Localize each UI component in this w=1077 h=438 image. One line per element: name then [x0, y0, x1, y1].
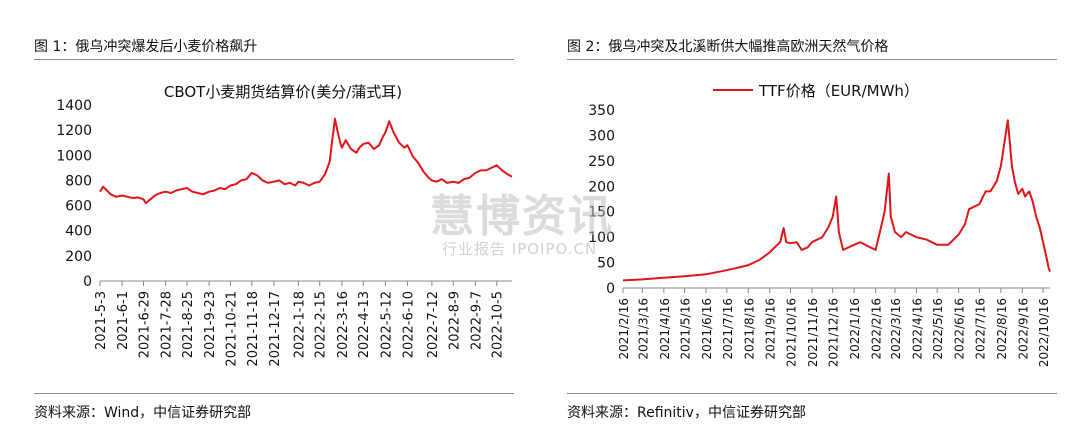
x-tick-label: 2022/3/16 — [889, 298, 903, 360]
y-tick-label: 1000 — [56, 148, 92, 164]
x-tick-label: 2022-7-12 — [426, 291, 441, 358]
x-tick-label: 2022/7/16 — [973, 298, 987, 360]
legend-label: TTF价格（EUR/MWh） — [758, 82, 919, 100]
x-tick-label: 2022/4/16 — [910, 298, 924, 360]
x-tick-label: 2022-4-13 — [357, 291, 372, 358]
x-tick-label: 2021-6-29 — [137, 291, 152, 358]
x-tick-label: 2022/10/16 — [1037, 298, 1051, 367]
source-rule — [567, 393, 1057, 394]
x-tick-label: 2021/3/16 — [636, 298, 650, 360]
y-tick-label: 300 — [588, 128, 615, 144]
y-tick-label: 1200 — [56, 123, 92, 139]
series-line — [622, 119, 1051, 282]
source-note: 资料来源：Refinitiv，中信证券研究部 — [567, 405, 806, 421]
y-tick-label: 0 — [83, 274, 92, 290]
x-tick-label: 2021-11-18 — [246, 291, 261, 367]
x-tick-label: 2022/6/16 — [953, 298, 967, 360]
x-tick-label: 2021/5/16 — [679, 298, 693, 360]
wheat-price-chart: CBOT小麦期货结算价(美分/蒲式耳) 0 200 400 600 800 1000 1200… — [56, 83, 513, 367]
title-rule — [567, 59, 1057, 60]
y-tick-label: 150 — [588, 205, 615, 221]
y-tick-label: 50 — [597, 256, 615, 272]
figure-title: 图 2：俄乌冲突及北溪断供大幅推高欧洲天然气价格 — [567, 39, 889, 55]
x-tick-label: 2021/8/16 — [742, 298, 756, 360]
x-tick-label: 2022/1/16 — [848, 298, 862, 360]
left-figure-panel: 图 1：俄乌冲突爆发后小麦价格飙升 CBOT小麦期货结算价(美分/蒲式耳) 0 20… — [0, 0, 530, 438]
x-tick-label: 2021-10-21 — [224, 291, 239, 367]
x-tick-label: 2021-8-25 — [181, 291, 196, 358]
title-rule — [34, 59, 514, 60]
x-tick-label: 2021-9-23 — [203, 291, 218, 358]
x-tick-label: 2022-3-16 — [336, 291, 351, 358]
x-tick-label: 2022/2/16 — [870, 298, 884, 360]
x-tick-label: 2022-5-12 — [379, 291, 394, 358]
chart-title: CBOT小麦期货结算价(美分/蒲式耳) — [164, 83, 402, 101]
x-tick-label: 2021-12-17 — [268, 291, 283, 367]
y-tick-label: 0 — [606, 281, 615, 297]
ttf-gas-price-chart: TTF价格（EUR/MWh） 0 50 100 150 200 250 300 350 2021/… — [588, 82, 1051, 367]
x-tick-label: 2022/8/16 — [995, 298, 1009, 360]
y-tick-label: 350 — [588, 103, 615, 119]
x-tick-label: 2021/12/16 — [827, 298, 841, 367]
source-rule — [34, 393, 514, 394]
x-tick-label: 2022-8-9 — [447, 291, 462, 350]
x-tick-label: 2021/10/16 — [784, 298, 798, 367]
x-tick-label: 2022-2-15 — [314, 291, 329, 358]
x-tick-label: 2021/2/16 — [617, 298, 631, 360]
x-tick-label: 2021/11/16 — [806, 298, 820, 367]
x-tick-label: 2021-6-1 — [116, 291, 131, 350]
y-tick-label: 100 — [588, 230, 615, 246]
y-tick-label: 250 — [588, 154, 615, 170]
x-tick-label: 2021/9/16 — [764, 298, 778, 360]
x-tick-label: 2021-5-3 — [94, 291, 109, 350]
x-tick-label: 2021-7-28 — [160, 291, 175, 358]
y-tick-label: 600 — [65, 199, 92, 215]
y-tick-label: 200 — [65, 249, 92, 265]
x-tick-label: 2021/6/16 — [700, 298, 714, 360]
x-tick-label: 2021/7/16 — [721, 298, 735, 360]
y-tick-label: 800 — [65, 173, 92, 189]
right-figure-panel: 图 2：俄乌冲突及北溪断供大幅推高欧洲天然气价格 TTF价格（EUR/MWh） 0… — [545, 0, 1077, 438]
y-tick-label: 200 — [588, 179, 615, 195]
x-tick-label: 2021/4/16 — [658, 298, 672, 360]
y-tick-label: 400 — [65, 224, 92, 240]
figure-title: 图 1：俄乌冲突爆发后小麦价格飙升 — [34, 39, 258, 55]
y-tick-label: 1400 — [56, 98, 92, 114]
x-tick-label: 2022-9-7 — [469, 291, 484, 350]
x-tick-label: 2022-10-5 — [491, 291, 506, 358]
x-tick-label: 2022/5/16 — [931, 298, 945, 360]
x-tick-label: 2022-1-18 — [292, 291, 307, 358]
source-note: 资料来源：Wind，中信证券研究部 — [34, 405, 252, 421]
x-tick-label: 2022-6-10 — [401, 291, 416, 358]
series-line — [99, 117, 513, 205]
x-tick-label: 2022/9/16 — [1016, 298, 1030, 360]
